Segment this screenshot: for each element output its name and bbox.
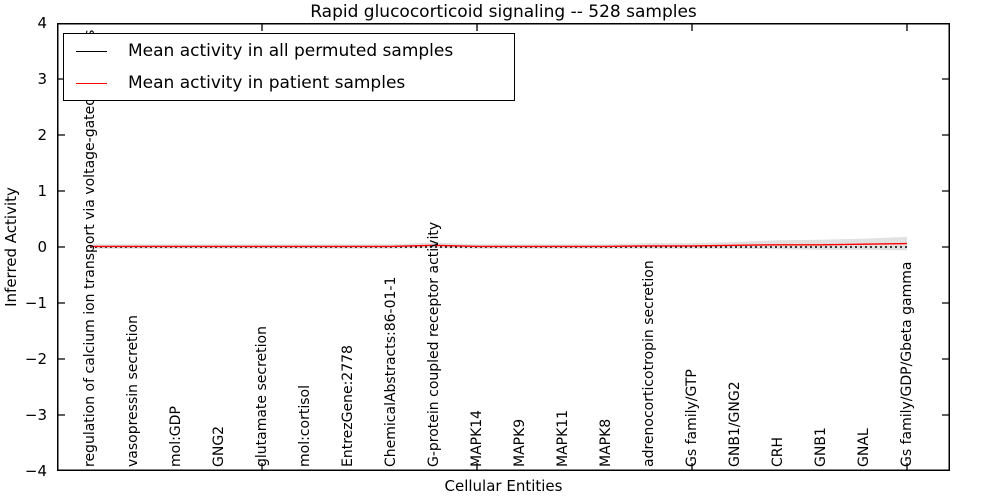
- legend-entry-permuted: Mean activity in all permuted samples: [64, 35, 514, 67]
- plot-area: [57, 23, 950, 471]
- series-line-1: [90, 242, 908, 248]
- legend-label-patient: Mean activity in patient samples: [128, 73, 406, 93]
- axis-ticks: [58, 23, 949, 471]
- legend-line-red-icon: [76, 82, 107, 84]
- y-axis-label-container: Inferred Activity: [0, 23, 22, 471]
- legend: Mean activity in all permuted samples Me…: [63, 33, 515, 101]
- x-axis-label: Cellular Entities: [444, 477, 563, 495]
- y-axis-label: Inferred Activity: [2, 187, 21, 307]
- axes-frame: [57, 23, 950, 471]
- chart-title: Rapid glucocorticoid signaling -- 528 sa…: [310, 2, 697, 22]
- uncertainty-band: [90, 236, 907, 251]
- legend-label-permuted: Mean activity in all permuted samples: [128, 41, 454, 61]
- legend-line-black-icon: [76, 50, 107, 52]
- legend-entry-patient: Mean activity in patient samples: [64, 67, 514, 99]
